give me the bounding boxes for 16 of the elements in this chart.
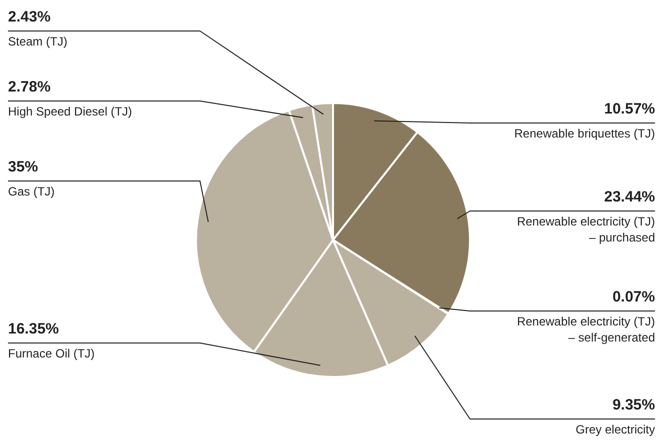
data-label: 2.78% — [8, 78, 51, 96]
data-label: 2.43% — [8, 8, 51, 26]
data-label: 16.35% — [8, 320, 59, 338]
data-label: 10.57% — [604, 100, 655, 118]
slice-label: Furnace Oil (TJ) — [8, 346, 95, 360]
slice-label: Renewable electricity (TJ) – self-generated — [516, 314, 655, 344]
slice-label: Renewable electricity (TJ) – purchased — [516, 214, 655, 244]
data-label: 0.07% — [612, 288, 655, 306]
slice-label: Gas (TJ) — [8, 184, 55, 198]
slice-label: High Speed Diesel (TJ) — [8, 104, 132, 118]
slice-label: Grey electricity — [576, 422, 655, 436]
slice-label: Renewable briquettes (TJ) — [514, 126, 655, 140]
slice-label: Steam (TJ) — [8, 34, 68, 48]
data-label: 9.35% — [612, 396, 655, 414]
data-label: 23.44% — [604, 188, 655, 206]
data-label: 35% — [8, 158, 38, 176]
